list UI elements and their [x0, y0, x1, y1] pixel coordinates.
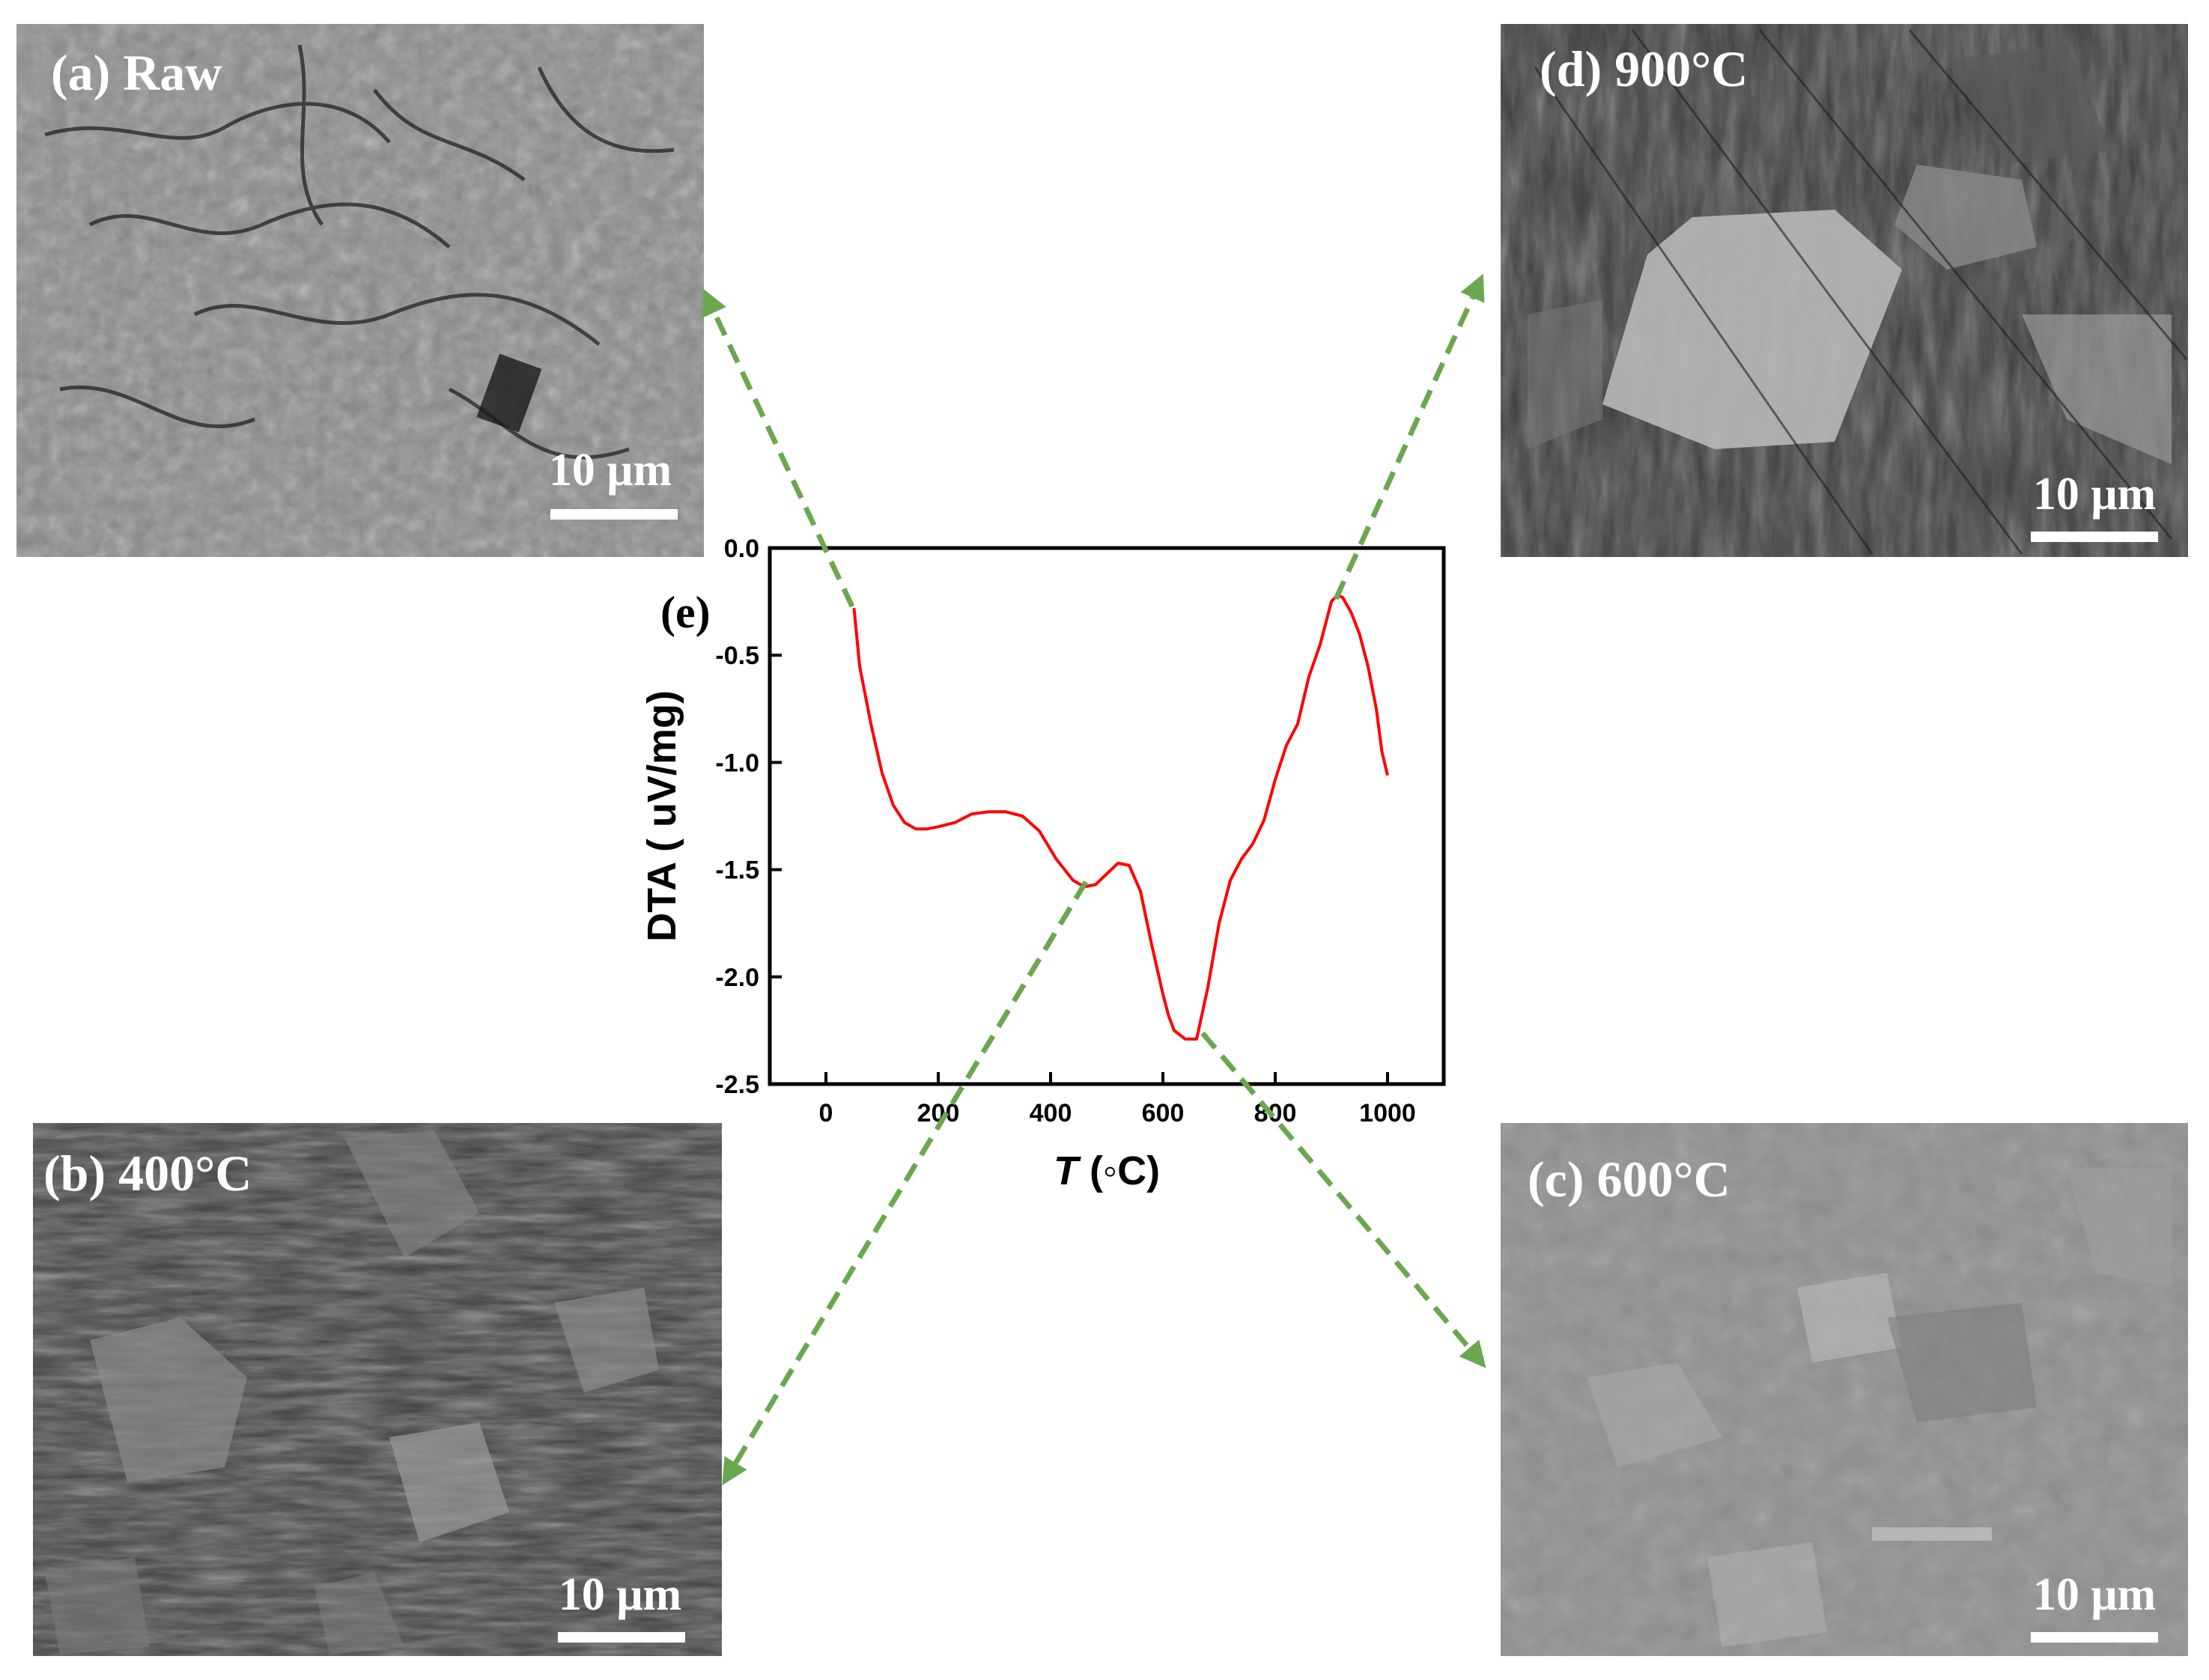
x-axis-title-unit: (◦C)	[1078, 1148, 1160, 1193]
x-tick-label: 0	[819, 1099, 833, 1127]
arrow-to-panel-a	[702, 288, 855, 608]
panel-c-scale-label: 10 μm	[2033, 1569, 2156, 1620]
y-tick-label: -0.5	[715, 642, 759, 670]
x-axis-title: T (◦C)	[1054, 1148, 1160, 1193]
panel-b-scale-bar	[558, 1632, 685, 1643]
panel-d-scale-bar	[2031, 532, 2158, 542]
connector-arrows	[702, 273, 1486, 1485]
panel-b-scale-label: 10 μm	[559, 1569, 681, 1620]
panel-b-label: (b) 400°C	[43, 1145, 252, 1202]
chart-panel-label: (e)	[660, 588, 711, 637]
y-tick-label: -2.5	[715, 1071, 759, 1099]
y-tick-label: -1.5	[715, 856, 759, 885]
x-tick-label: 600	[1142, 1099, 1185, 1127]
micrograph-panel-c: (c) 600°C 10 μm	[1501, 1123, 2188, 1656]
panel-c-scale-bar	[2031, 1632, 2158, 1643]
panel-c-label: (c) 600°C	[1528, 1151, 1731, 1208]
y-tick-label: 0.0	[724, 535, 759, 563]
x-axis-ticks: 0 200 400 600 800 1000	[819, 1072, 1416, 1127]
panel-a-scale-bar	[550, 509, 678, 520]
y-tick-label: -1.0	[715, 749, 759, 777]
arrow-to-panel-d	[1333, 273, 1485, 600]
micrograph-panel-b: (b) 400°C 10 μm	[33, 1123, 722, 1656]
micrograph-panel-a: (a) Raw 10 μm	[16, 24, 704, 557]
x-tick-label: 1000	[1359, 1099, 1416, 1127]
y-tick-label: -2.0	[715, 964, 759, 992]
panel-a-scale-label: 10 μm	[549, 445, 672, 496]
plot-frame	[768, 546, 1446, 1086]
x-axis-title-symbol: T	[1054, 1148, 1081, 1193]
arrow-to-panel-c	[1200, 1031, 1486, 1369]
panel-d-label: (d) 900°C	[1540, 40, 1748, 97]
arrow-to-panel-b	[722, 880, 1088, 1485]
panel-d-scale-label: 10 μm	[2033, 469, 2156, 520]
y-axis-ticks: 0.0 -0.5 -1.0 -1.5 -2.0 -2.5	[715, 535, 782, 1099]
panel-a-label: (a) Raw	[51, 44, 222, 101]
y-axis-title: DTA ( uV/mg)	[639, 690, 684, 942]
micrograph-panel-d: (d) 900°C 10 μm	[1501, 24, 2188, 557]
dta-curve	[852, 594, 1389, 1041]
dta-chart: (e) 0.0-0.5-1.0-1.5-2.0-2.5 0 200 400 600 80…	[639, 535, 1446, 1193]
x-tick-label: 400	[1030, 1099, 1072, 1127]
